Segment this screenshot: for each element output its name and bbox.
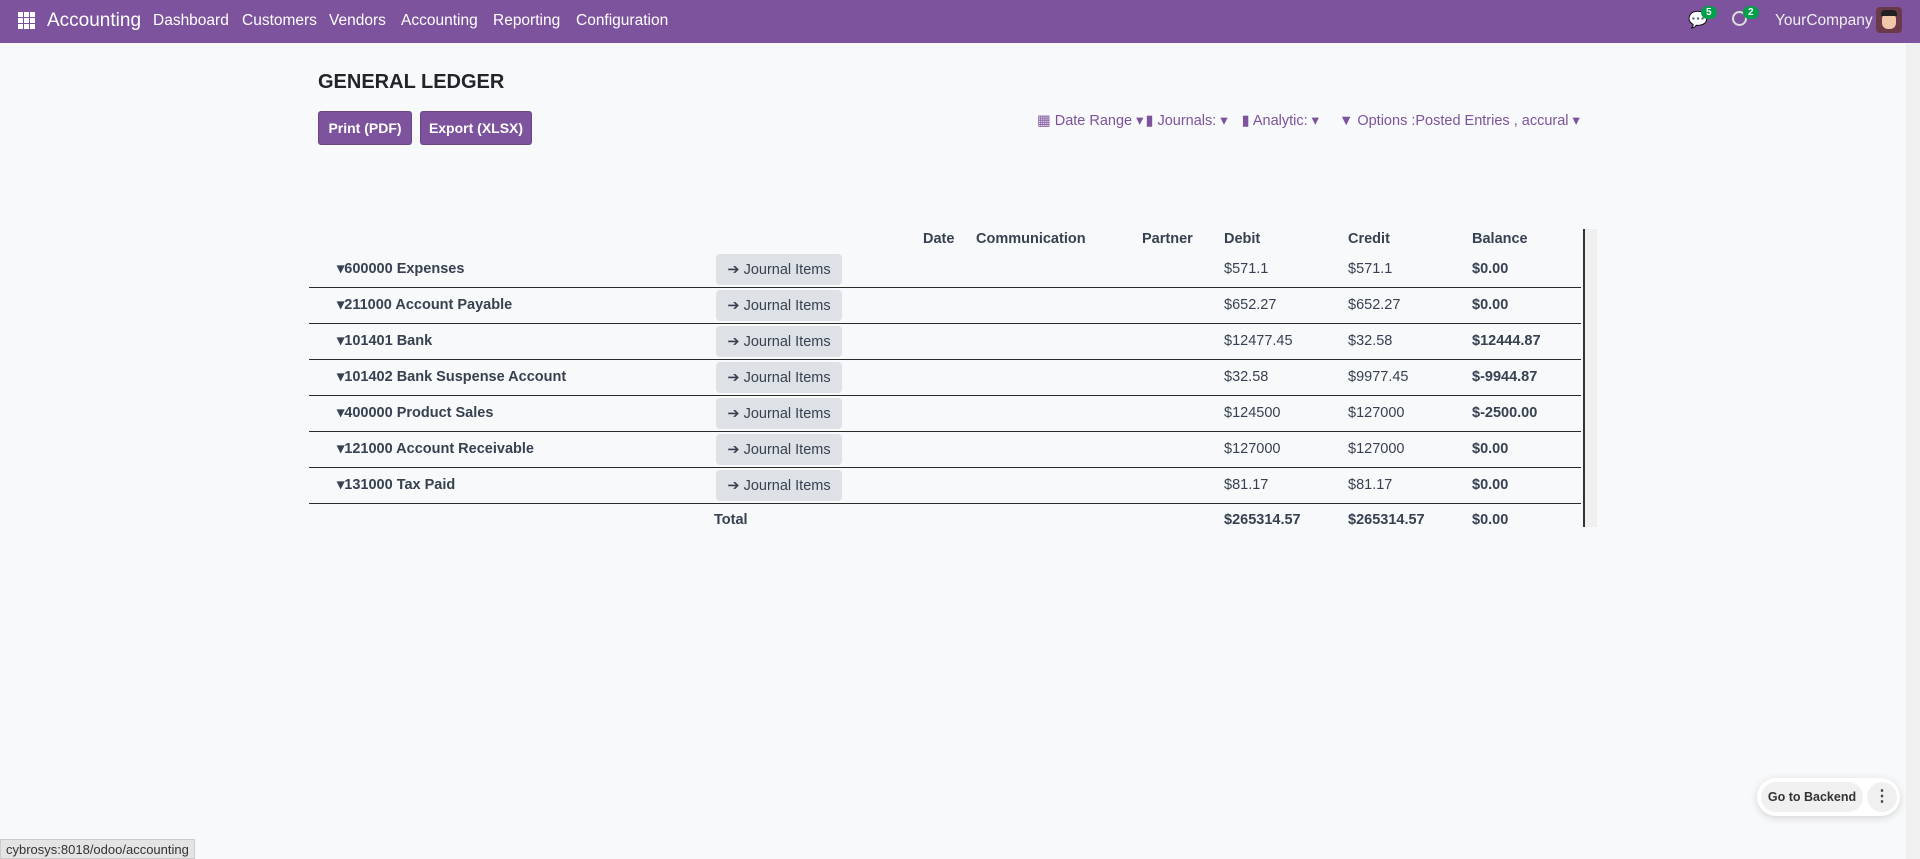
account-toggle[interactable]: ▾600000 Expenses <box>337 261 465 277</box>
activities-badge: 2 <box>1743 6 1759 19</box>
balance-value: $0.00 <box>1472 477 1509 493</box>
credit-value: $127000 <box>1348 405 1405 421</box>
credit-value: $81.17 <box>1348 477 1393 493</box>
filter-icon: ▼ <box>1338 113 1354 129</box>
book-icon: ▮ <box>1145 113 1154 129</box>
debit-value: $32.58 <box>1224 369 1269 385</box>
journal-items-button[interactable]: ➔ Journal Items <box>716 290 842 321</box>
table-scrollbar[interactable] <box>1583 229 1597 527</box>
header-partner: Partner <box>1142 231 1193 247</box>
total-credit: $265314.57 <box>1348 512 1425 528</box>
account-row: ▾131000 Tax Paid ➔ Journal Items $81.17 … <box>309 468 1581 504</box>
menu-dashboard[interactable]: Dashboard <box>153 12 229 29</box>
arrow-right-icon: ➔ <box>727 261 740 278</box>
debit-value: $124500 <box>1224 405 1281 421</box>
user-avatar[interactable] <box>1876 7 1902 33</box>
credit-value: $9977.45 <box>1348 369 1409 385</box>
balance-value: $0.00 <box>1472 441 1509 457</box>
date-range-filter[interactable]: ▦ Date Range ▾ <box>1037 113 1144 129</box>
debit-value: $652.27 <box>1224 297 1277 313</box>
calendar-icon: ▦ <box>1037 113 1051 129</box>
filter-bar: ▦ Date Range ▾ ▮ Journals: ▾ ▮ Analytic:… <box>1037 113 1594 129</box>
journals-filter[interactable]: ▮ Journals: ▾ <box>1145 113 1228 129</box>
account-toggle[interactable]: ▾101402 Bank Suspense Account <box>337 369 567 385</box>
debit-value: $81.17 <box>1224 477 1269 493</box>
book-icon: ▮ <box>1241 113 1250 129</box>
account-toggle[interactable]: ▾211000 Account Payable <box>337 297 513 313</box>
arrow-right-icon: ➔ <box>727 369 740 386</box>
activities-button[interactable]: 2 <box>1732 0 1762 43</box>
page-scrollbar[interactable] <box>1906 43 1920 859</box>
arrow-right-icon: ➔ <box>727 333 740 350</box>
backend-widget: Go to Backend ⋮ <box>1757 778 1900 816</box>
header-balance: Balance <box>1472 231 1528 247</box>
arrow-right-icon: ➔ <box>727 477 740 494</box>
analytic-filter[interactable]: ▮ Analytic: ▾ <box>1241 113 1319 129</box>
app-name[interactable]: Accounting <box>47 10 142 31</box>
header-debit: Debit <box>1224 231 1261 247</box>
account-row: ▾600000 Expenses ➔ Journal Items $571.1 … <box>309 252 1581 288</box>
total-balance: $0.00 <box>1472 512 1509 528</box>
go-to-backend-button[interactable]: Go to Backend <box>1761 782 1863 812</box>
menu-customers[interactable]: Customers <box>242 12 317 29</box>
credit-value: $571.1 <box>1348 261 1393 277</box>
credit-value: $32.58 <box>1348 333 1393 349</box>
header-communication: Communication <box>976 231 1086 247</box>
debit-value: $571.1 <box>1224 261 1269 277</box>
balance-value: $0.00 <box>1472 297 1509 313</box>
messages-badge: 5 <box>1701 6 1717 19</box>
journal-items-button[interactable]: ➔ Journal Items <box>716 470 842 501</box>
balance-value: $-9944.87 <box>1472 369 1538 385</box>
app-menu-grid-icon[interactable] <box>18 12 35 29</box>
account-toggle[interactable]: ▾131000 Tax Paid <box>337 477 456 493</box>
credit-value: $652.27 <box>1348 297 1401 313</box>
debit-value: $12477.45 <box>1224 333 1293 349</box>
journal-items-button[interactable]: ➔ Journal Items <box>716 254 842 285</box>
menu-vendors[interactable]: Vendors <box>329 12 386 29</box>
total-label: Total <box>714 512 748 528</box>
menu-configuration[interactable]: Configuration <box>576 12 669 29</box>
account-toggle[interactable]: ▾400000 Product Sales <box>337 405 494 421</box>
balance-value: $0.00 <box>1472 261 1509 277</box>
credit-value: $127000 <box>1348 441 1405 457</box>
menu-reporting[interactable]: Reporting <box>493 12 561 29</box>
account-toggle[interactable]: ▾101401 Bank <box>337 333 433 349</box>
balance-value: $12444.87 <box>1472 333 1541 349</box>
total-row: Total $265314.57 $265314.57 $0.00 <box>309 503 1581 539</box>
more-options-icon[interactable]: ⋮ <box>1867 782 1897 812</box>
top-navbar: Accounting Dashboard Customers Vendors A… <box>0 0 1920 43</box>
header-date: Date <box>923 231 955 247</box>
arrow-right-icon: ➔ <box>727 297 740 314</box>
arrow-right-icon: ➔ <box>727 405 740 422</box>
account-row: ▾101402 Bank Suspense Account ➔ Journal … <box>309 360 1581 396</box>
messages-button[interactable]: 💬 5 <box>1688 0 1718 43</box>
account-toggle[interactable]: ▾121000 Account Receivable <box>337 441 534 457</box>
account-row: ▾101401 Bank ➔ Journal Items $12477.45 $… <box>309 324 1581 360</box>
arrow-right-icon: ➔ <box>727 441 740 458</box>
account-row: ▾400000 Product Sales ➔ Journal Items $1… <box>309 396 1581 432</box>
header-credit: Credit <box>1348 231 1390 247</box>
print-pdf-button[interactable]: Print (PDF) <box>318 111 412 145</box>
debit-value: $127000 <box>1224 441 1281 457</box>
journal-items-button[interactable]: ➔ Journal Items <box>716 326 842 357</box>
journal-items-button[interactable]: ➔ Journal Items <box>716 398 842 429</box>
company-switcher[interactable]: YourCompany <box>1775 12 1873 29</box>
account-row: ▾121000 Account Receivable ➔ Journal Ite… <box>309 432 1581 468</box>
export-xlsx-button[interactable]: Export (XLSX) <box>420 111 532 145</box>
balance-value: $-2500.00 <box>1472 405 1538 421</box>
status-bar-url: cybrosys:8018/odoo/accounting <box>0 839 195 859</box>
journal-items-button[interactable]: ➔ Journal Items <box>716 434 842 465</box>
total-debit: $265314.57 <box>1224 512 1301 528</box>
menu-accounting[interactable]: Accounting <box>401 12 478 29</box>
options-filter[interactable]: ▼ Options :Posted Entries , accural ▾ <box>1338 113 1580 129</box>
account-row: ▾211000 Account Payable ➔ Journal Items … <box>309 288 1581 324</box>
journal-items-button[interactable]: ➔ Journal Items <box>716 362 842 393</box>
page-title: GENERAL LEDGER <box>318 71 505 93</box>
